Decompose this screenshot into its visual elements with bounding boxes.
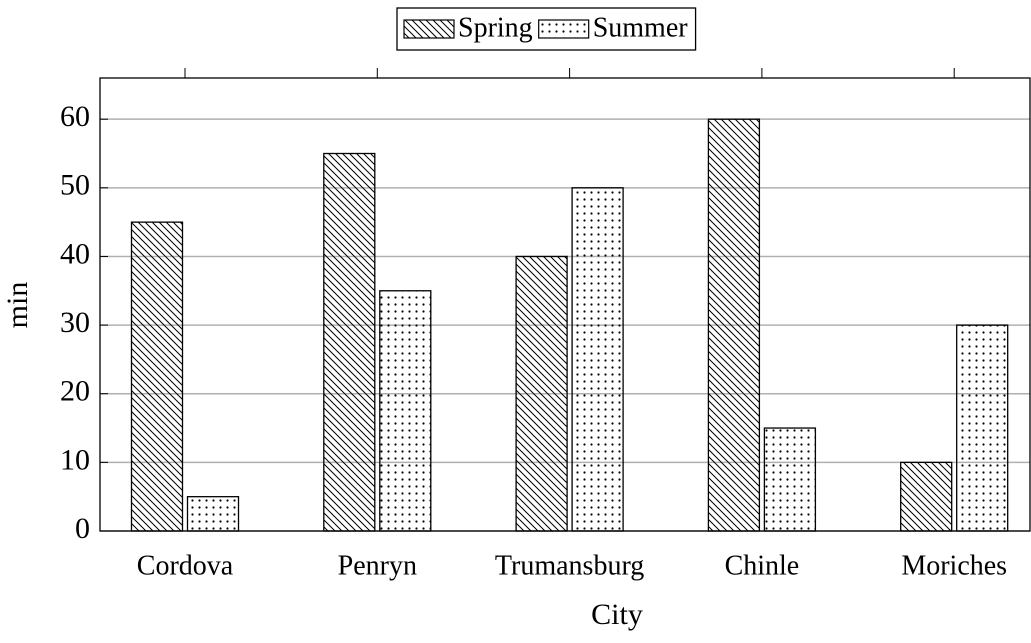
bar <box>130 221 184 532</box>
legend-swatch <box>403 19 455 39</box>
x-tick-label: Cordova <box>137 550 234 581</box>
x-tick-label: Moriches <box>901 550 1007 581</box>
bar <box>186 496 240 532</box>
legend: Spring Summer <box>396 7 697 51</box>
y-tick-label: 30 <box>60 306 90 339</box>
bar <box>515 255 568 532</box>
bar <box>763 427 817 532</box>
legend-label: Summer <box>593 12 689 43</box>
bar <box>571 187 624 532</box>
y-axis-label: min <box>1 282 34 329</box>
bar <box>323 152 376 532</box>
y-tick-label: 10 <box>60 443 90 476</box>
x-tick-label: Chinle <box>725 550 800 581</box>
bar <box>707 118 761 532</box>
bar <box>379 290 432 532</box>
y-tick-label: 60 <box>60 100 90 133</box>
y-tick-label: 20 <box>60 375 90 408</box>
legend-swatch <box>538 19 590 39</box>
plot-frame <box>99 77 1031 532</box>
bar <box>956 324 1009 532</box>
x-tick-label: Trumansburg <box>495 550 644 581</box>
y-tick-label: 50 <box>60 169 90 202</box>
y-tick-label: 40 <box>60 237 90 270</box>
y-tick-label: 0 <box>75 512 90 545</box>
legend-label: Spring <box>458 12 533 43</box>
x-tick-label: Penryn <box>338 550 417 581</box>
x-axis-label: City <box>591 598 643 631</box>
bar <box>900 461 953 532</box>
